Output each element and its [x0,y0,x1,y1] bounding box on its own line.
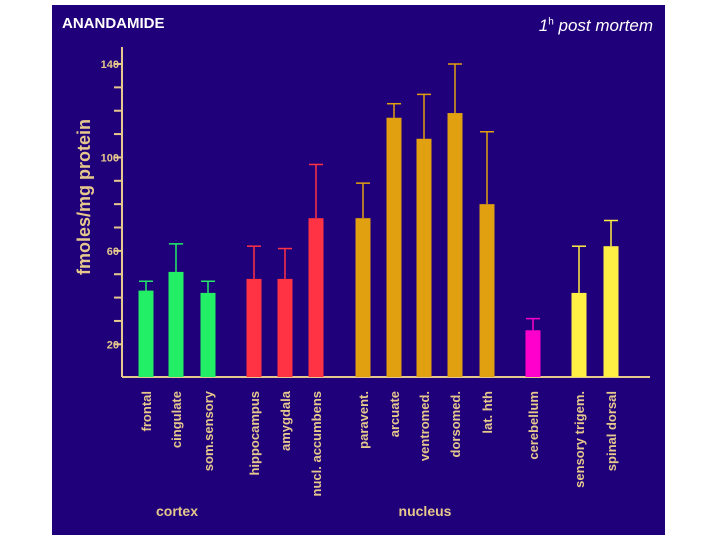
y-tick-label: 20 [107,339,119,351]
subtitle-hours-unit: h [548,16,554,28]
y-tick-label: 60 [107,246,119,258]
chart-title: ANANDAMIDE [62,15,165,32]
x-tick-label: som.sensory [201,390,216,471]
x-tick-label: cingulate [169,391,184,448]
x-tick-label: nucl. accumbens [309,391,324,496]
bar [200,292,216,377]
bar [525,330,541,377]
x-tick-label: dorsomed. [448,391,463,457]
y-axis-label: fmoles/mg protein [74,119,94,275]
x-tick-label: spinal dorsal [604,391,619,471]
x-tick-label: paravent. [356,391,371,449]
bar [138,290,154,377]
x-tick-label: frontal [139,391,154,431]
group-label: cortex [156,503,198,519]
chart-slide: ANANDAMIDE 1h post mortem 20 60 100 140 fmol… [52,5,665,535]
bar [246,278,262,377]
x-tick-label: cerebellum [526,391,541,460]
group-label: nucleus [399,503,452,519]
x-tick-label: ventromed. [417,391,432,461]
bar-chart: 20 60 100 140 fmoles/mg protein frontal cingul… [74,47,650,519]
bar [447,113,463,378]
y-tick-label: 140 [101,59,119,71]
bar [355,218,371,377]
x-tick-label: arcuate [387,391,402,437]
chart-subtitle: 1h post mortem [539,16,653,36]
bar [571,292,587,377]
bar [277,278,293,377]
x-tick-label: hippocampus [247,391,262,476]
x-tick-label: lat. hth [480,391,495,434]
y-tick-label: 100 [101,152,119,164]
x-tick-label: sensory trigem. [572,391,587,488]
x-tick-label: amygdala [278,390,293,451]
subtitle-text: post mortem [553,16,653,35]
bar [603,246,619,377]
bar [386,117,402,377]
bar [479,204,495,377]
bar [308,218,324,377]
bar [168,271,184,377]
bar [416,138,432,377]
subtitle-hours: 1 [538,16,549,35]
